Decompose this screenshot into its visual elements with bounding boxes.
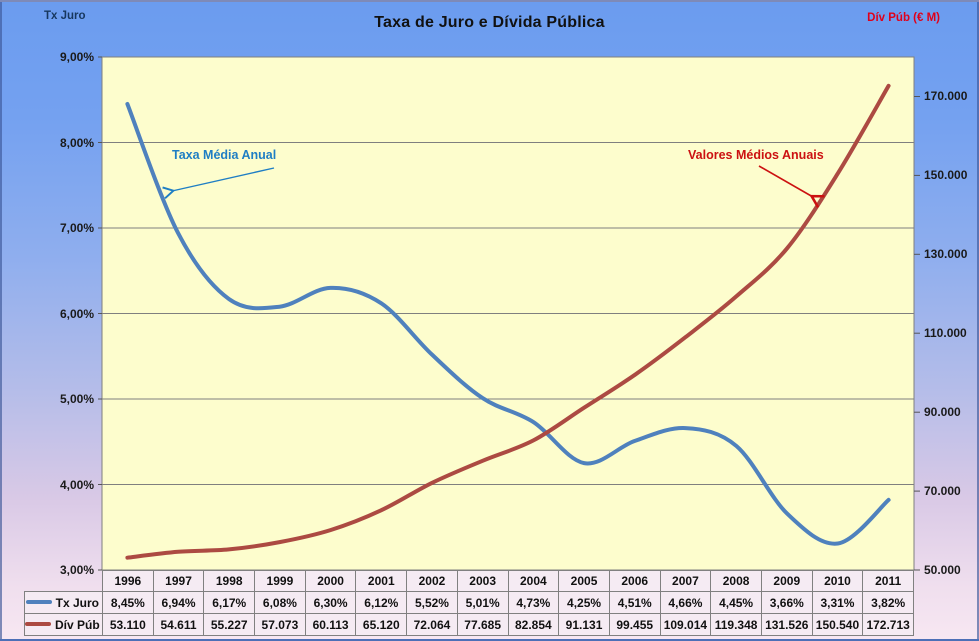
- left-axis-title: Tx Juro: [44, 10, 86, 22]
- year-header-cell: 2003: [456, 570, 509, 592]
- chart-data-table: 1996 1997 1998 1999 2000 2001 2002 2003 2004 2005…: [24, 570, 914, 636]
- right-axis-label: 90.000: [924, 405, 961, 420]
- table-value-cell: 72.064: [406, 613, 458, 636]
- year-header-cell: 1999: [254, 570, 306, 592]
- table-value-cell: 65.120: [355, 613, 408, 636]
- right-axis-label: 50.000: [924, 563, 961, 577]
- legend-key-tx-juro: Tx Juro: [24, 591, 103, 614]
- table-value-cell: 6,94%: [152, 591, 205, 614]
- annotation-arrow-red: [758, 165, 813, 197]
- year-header-cell: 2010: [811, 570, 864, 592]
- left-axis-label: 3,00%: [59, 563, 94, 577]
- table-value-cell: 55.227: [203, 613, 256, 636]
- table-value-cell: 3,82%: [862, 591, 914, 614]
- table-value-cell: 91.131: [558, 613, 610, 636]
- year-header-cell: 2007: [659, 570, 712, 592]
- tx-juro-line: [125, 102, 891, 546]
- table-value-cell: 99.455: [608, 613, 661, 636]
- annotation-valores-medios-anuais: Valores Médios Anuais: [688, 148, 824, 162]
- legend-label: Dív Púb: [55, 617, 100, 632]
- right-axis-label: 150.000: [924, 168, 968, 183]
- table-value-cell: 5,01%: [456, 591, 509, 614]
- chart-title: Taxa de Juro e Dívida Pública: [374, 14, 605, 31]
- left-axis-label: 7,00%: [59, 221, 94, 235]
- left-axis-label: 4,00%: [59, 477, 94, 492]
- plot-area: [101, 56, 915, 571]
- left-axis-label: 9,00%: [59, 50, 94, 64]
- left-axis-label: 6,00%: [59, 306, 94, 321]
- right-axis-title: Dív Púb (€ M): [867, 12, 940, 24]
- table-value-cell: 4,45%: [710, 591, 762, 614]
- year-header-cell: 1997: [152, 570, 205, 592]
- table-value-cell: 54.611: [152, 613, 205, 636]
- year-header-cell: 2004: [507, 570, 560, 592]
- year-header-cell: 2008: [710, 570, 762, 592]
- table-corner-blank: [25, 571, 103, 592]
- table-value-cell: 172.713: [862, 613, 914, 636]
- table-value-cell: 119.348: [710, 613, 762, 636]
- table-value-cell: 4,25%: [558, 591, 610, 614]
- year-header-cell: 2005: [558, 570, 610, 592]
- table-value-cell: 4,51%: [608, 591, 661, 614]
- table-value-cell: 109.014: [659, 613, 712, 636]
- table-value-cell: 6,12%: [355, 591, 408, 614]
- right-axis-label: 110.000: [924, 326, 967, 341]
- table-value-cell: 6,08%: [254, 591, 306, 614]
- annotation-arrow-blue: [172, 167, 275, 191]
- table-value-cell: 57.073: [254, 613, 306, 636]
- table-value-cell: 77.685: [456, 613, 509, 636]
- table-value-cell: 5,52%: [406, 591, 458, 614]
- year-header-cell: 2006: [608, 570, 661, 592]
- table-value-cell: 4,66%: [659, 591, 712, 614]
- table-value-cell: 150.540: [811, 613, 864, 636]
- table-value-cell: 6,17%: [203, 591, 256, 614]
- table-value-cell: 60.113: [304, 613, 357, 636]
- right-axis-label: 130.000: [924, 247, 968, 262]
- year-header-cell: 2009: [760, 570, 813, 592]
- legend-key-div-pub: Dív Púb: [24, 613, 103, 636]
- year-header-cell: 1998: [203, 570, 256, 592]
- annotation-taxa-media-anual: Taxa Média Anual: [172, 148, 277, 162]
- left-axis-label: 5,00%: [59, 392, 94, 406]
- year-header-cell: 2000: [304, 570, 357, 592]
- legend-label: Tx Juro: [55, 595, 99, 610]
- legend-swatch: [25, 622, 51, 627]
- table-value-cell: 3,66%: [760, 591, 813, 614]
- year-header-cell: 2001: [355, 570, 408, 592]
- table-value-cell: 82.854: [507, 613, 560, 636]
- year-header-cell: 1996: [102, 570, 154, 592]
- legend-swatch: [25, 600, 52, 605]
- year-header-cell: 2011: [862, 570, 914, 592]
- right-axis-label: 70.000: [924, 484, 961, 499]
- right-axis-label: 170.000: [924, 89, 968, 104]
- table-value-cell: 8,45%: [102, 591, 154, 614]
- table-value-cell: 131.526: [760, 613, 813, 636]
- year-header-cell: 2002: [406, 570, 458, 592]
- left-axis-label: 8,00%: [59, 135, 94, 150]
- table-value-cell: 3,31%: [811, 591, 864, 614]
- table-value-cell: 6,30%: [304, 591, 357, 614]
- table-value-cell: 4,73%: [507, 591, 560, 614]
- table-value-cell: 53.110: [102, 613, 154, 636]
